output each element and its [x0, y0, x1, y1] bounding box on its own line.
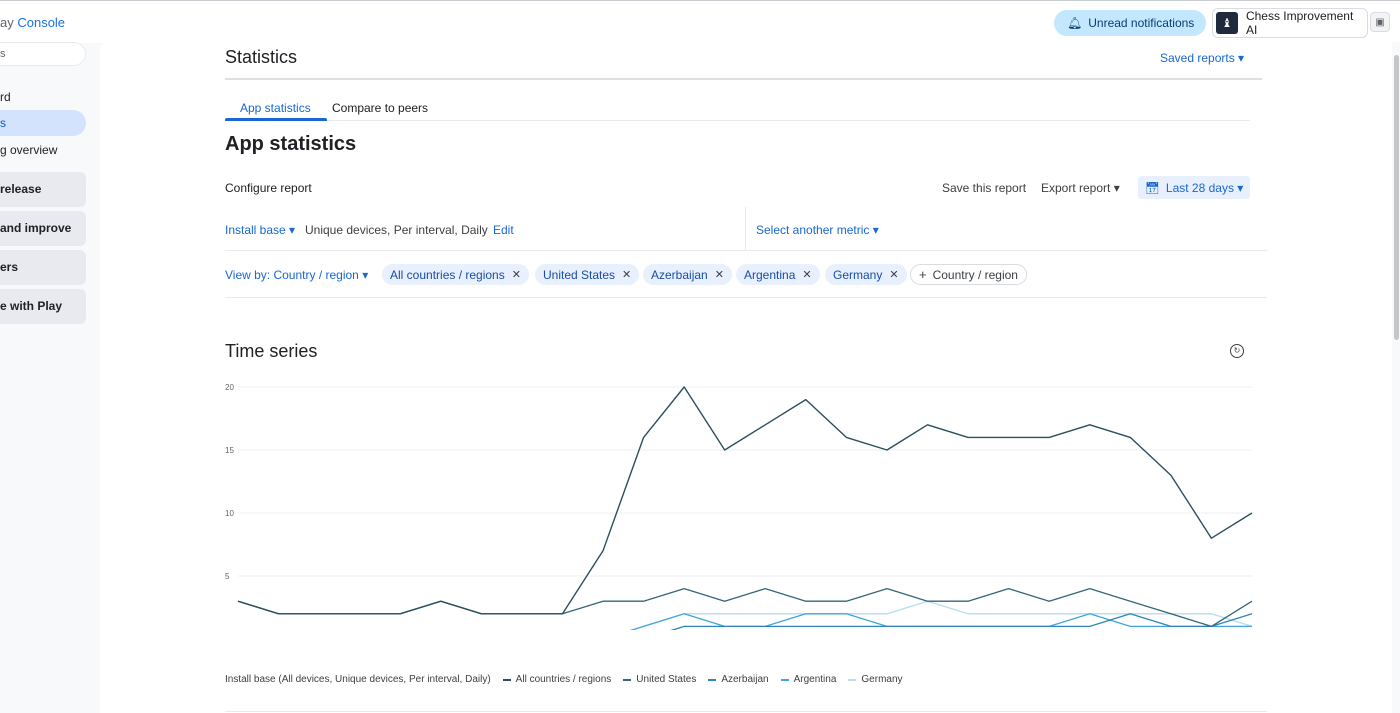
legend-label: Germany — [861, 674, 903, 685]
legend-swatch — [848, 678, 857, 681]
legend-label: United States — [636, 674, 697, 685]
legend-swatch — [623, 678, 632, 681]
filter-divider — [225, 297, 1267, 298]
plus-icon: + — [919, 267, 927, 282]
section-title: App statistics — [225, 133, 357, 155]
edit-metric-link[interactable]: Edit — [493, 223, 514, 237]
bottom-divider — [225, 711, 1267, 712]
close-icon[interactable]: ✕ — [511, 269, 521, 281]
metric-description: Unique devices, Per interval, Daily — [305, 223, 488, 237]
briefcase-icon[interactable]: ▣ — [1370, 12, 1390, 32]
legend-label: Argentina — [793, 674, 837, 685]
time-series-chart: 05101520Apr 7911131517192123252729May 1 — [225, 383, 1253, 630]
sidebar-item-overview[interactable]: g overview — [0, 143, 58, 157]
notifications-label: Unread notifications — [1088, 16, 1195, 30]
series-line-azerbaijan — [670, 613, 1253, 630]
legend-item[interactable]: All countries / regions — [502, 674, 612, 685]
series-line-argentina — [629, 613, 1252, 630]
sidebar-group-release[interactable]: release — [0, 172, 86, 207]
bell-icon: 🔔︎ — [1067, 16, 1083, 30]
legend-label: All countries / regions — [515, 674, 612, 685]
chip-argentina[interactable]: Argentina ✕ — [736, 264, 820, 285]
series-line-all-countries-regions — [237, 386, 1253, 615]
legend-item[interactable]: United States — [623, 674, 696, 685]
sidebar-item-dashboard[interactable]: rd — [0, 90, 11, 104]
metric-dropdown[interactable]: Install base ▾ — [225, 223, 296, 237]
legend-item[interactable]: Argentina — [780, 674, 837, 685]
y-tick-label: 20 — [225, 383, 234, 392]
view-by-dropdown[interactable]: View by: Country / region ▾ — [225, 268, 369, 282]
metric-divider-line — [225, 250, 1267, 251]
y-tick-label: 5 — [225, 572, 230, 581]
close-icon[interactable]: ✕ — [622, 269, 632, 281]
chip-united-states[interactable]: United States ✕ — [535, 264, 640, 285]
time-series-title: Time series — [225, 341, 318, 361]
close-icon[interactable]: ✕ — [889, 269, 899, 281]
y-tick-label: 15 — [225, 446, 234, 455]
date-range-button[interactable]: 📅︎ Last 28 days ▾ — [1138, 176, 1250, 199]
tabs-divider — [225, 120, 1250, 121]
configure-report-label: Configure report — [225, 181, 312, 195]
legend-swatch — [502, 678, 511, 681]
y-tick-label: 10 — [225, 509, 234, 518]
page-title: Statistics — [225, 47, 298, 67]
chess-piece-icon: ♝ — [1216, 12, 1238, 34]
history-icon[interactable]: ↻ — [1230, 344, 1244, 358]
sidebar-group-grow-with-play[interactable]: e with Play — [0, 289, 86, 324]
series-line-germany — [629, 600, 1253, 630]
close-icon[interactable]: ✕ — [802, 269, 812, 281]
sidebar-group-monitor-improve[interactable]: and improve — [0, 211, 86, 246]
sidebar: s rd s g overview release and improve er… — [0, 42, 100, 713]
tab-compare-to-peers[interactable]: Compare to peers — [332, 101, 429, 115]
chip-all-countries[interactable]: All countries / regions ✕ — [382, 264, 529, 285]
add-country-chip[interactable]: + Country / region — [910, 264, 1027, 285]
sidebar-item-statistics[interactable]: s — [0, 110, 86, 136]
active-tab-indicator — [225, 118, 327, 121]
brand-logo[interactable]: ay Console — [0, 15, 65, 30]
sidebar-group-users[interactable]: ers — [0, 250, 86, 285]
unread-notifications-button[interactable]: 🔔︎ Unread notifications — [1054, 10, 1206, 36]
chip-germany[interactable]: Germany ✕ — [825, 264, 907, 285]
brand-console: Console — [17, 15, 66, 30]
select-another-metric-dropdown[interactable]: Select another metric ▾ — [756, 223, 879, 237]
saved-reports-dropdown[interactable]: Saved reports ▾ — [1160, 51, 1245, 65]
legend-label: Azerbaijan — [721, 674, 769, 685]
top-bar: ay Console 🔔︎ Unread notifications ♝ Che… — [0, 0, 1400, 43]
tab-app-statistics[interactable]: App statistics — [240, 101, 311, 115]
save-report-button[interactable]: Save this report — [942, 181, 1027, 195]
scrollbar-thumb[interactable] — [1394, 55, 1399, 340]
export-report-dropdown[interactable]: Export report ▾ — [1041, 181, 1120, 195]
close-icon[interactable]: ✕ — [714, 269, 724, 281]
brand-prefix: ay — [0, 15, 18, 30]
scrollbar-track[interactable] — [1392, 42, 1400, 713]
legend-item[interactable]: Germany — [848, 674, 903, 685]
series-line-united-states — [237, 587, 1253, 628]
main-panel: Statistics Saved reports ▾ App statistic… — [100, 42, 1392, 713]
title-divider — [225, 78, 1262, 80]
legend-swatch — [708, 678, 717, 681]
legend-item[interactable]: Azerbaijan — [708, 674, 769, 685]
legend-prefix: Install base (All devices, Unique device… — [225, 674, 491, 685]
metric-divider — [745, 207, 746, 250]
chip-azerbaijan[interactable]: Azerbaijan ✕ — [643, 264, 732, 285]
sidebar-search-input[interactable]: s — [0, 42, 86, 66]
app-selector[interactable]: ♝ Chess Improvement AI — [1212, 8, 1368, 38]
chart-legend: Install base (All devices, Unique device… — [225, 674, 903, 685]
legend-swatch — [780, 678, 789, 681]
calendar-icon: 📅︎ — [1144, 180, 1160, 195]
app-name: Chess Improvement AI — [1245, 9, 1354, 37]
